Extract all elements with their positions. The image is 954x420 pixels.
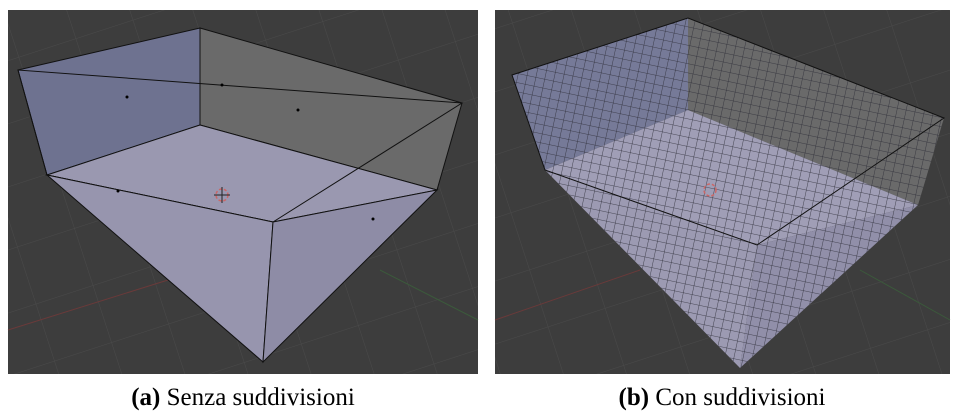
figure: (a) Senza suddivisioni (b) Con suddivisi… bbox=[0, 0, 954, 420]
caption-label: (a) bbox=[131, 384, 160, 411]
viewports bbox=[0, 0, 954, 380]
caption-label: (b) bbox=[619, 384, 650, 411]
caption-a: (a) Senza suddivisioni bbox=[8, 384, 478, 412]
caption-text: Senza suddivisioni bbox=[167, 384, 355, 411]
caption-b: (b) Con suddivisioni bbox=[487, 384, 954, 412]
viewport-a bbox=[8, 10, 478, 374]
viewport-b bbox=[495, 10, 950, 374]
caption-text: Con suddivisioni bbox=[655, 384, 825, 411]
